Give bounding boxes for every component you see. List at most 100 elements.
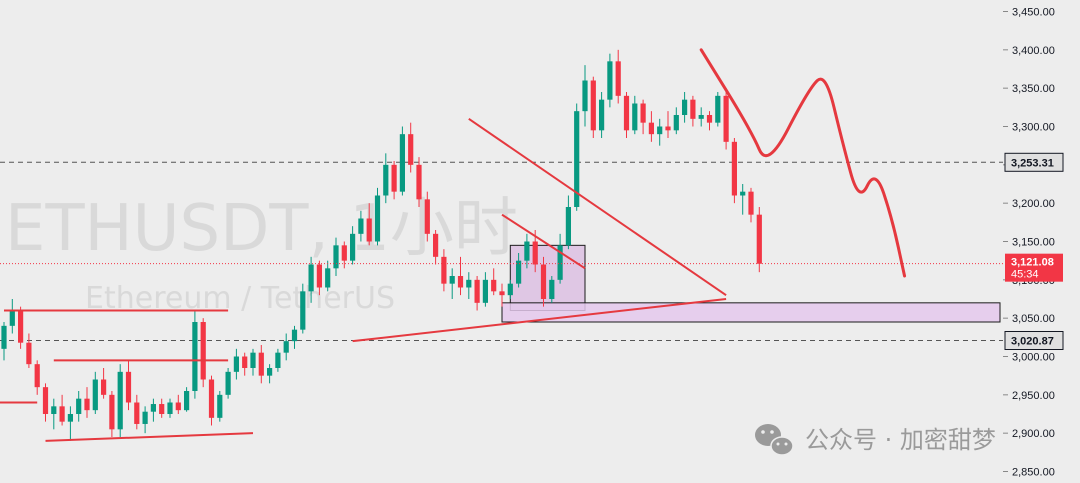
wechat-icon — [755, 424, 794, 456]
candle — [316, 260, 322, 296]
price-axis[interactable]: 2,850.00 2,900.00 2,950.00 3,000.00 3,050.00… — [1003, 0, 1080, 483]
candle — [557, 233, 563, 284]
trend-lines — [0, 118, 727, 442]
y-tick-label: 3,400.00 — [1012, 45, 1055, 57]
candle — [76, 391, 82, 422]
trend-line — [352, 298, 727, 343]
candle — [673, 107, 679, 135]
y-tick-label: 2,950.00 — [1012, 390, 1055, 402]
candle — [690, 95, 696, 127]
candle — [399, 126, 405, 196]
candle — [441, 249, 447, 292]
y-tick-label: 3,150.00 — [1012, 237, 1055, 249]
candle — [424, 191, 430, 242]
candle — [325, 260, 331, 292]
y-tick-label: 2,900.00 — [1012, 428, 1055, 440]
candle — [482, 272, 488, 307]
candle — [184, 387, 190, 412]
candle — [466, 272, 472, 299]
candle — [125, 360, 132, 411]
candle — [540, 256, 547, 307]
candle — [491, 268, 497, 296]
candle — [92, 371, 98, 414]
candle — [308, 256, 314, 303]
candle — [607, 53, 613, 108]
candlestick-series — [1, 49, 762, 441]
candle — [698, 107, 704, 127]
candle — [590, 76, 596, 138]
candle — [632, 95, 638, 135]
candle — [391, 161, 397, 200]
candle — [300, 283, 306, 334]
candle — [175, 394, 181, 414]
candle — [250, 348, 256, 376]
trend-line — [45, 432, 254, 442]
candle — [582, 65, 588, 127]
candle — [715, 92, 721, 127]
y-tick-label: 3,050.00 — [1012, 313, 1055, 325]
candle — [34, 360, 40, 395]
candle — [383, 153, 389, 204]
y-tick-label: 3,000.00 — [1012, 352, 1055, 364]
candle — [101, 368, 107, 399]
projection-path — [699, 48, 907, 278]
candle — [499, 283, 505, 307]
candle — [657, 118, 663, 146]
candle — [217, 391, 223, 422]
y-tick-label: 3,350.00 — [1012, 83, 1055, 95]
candle — [524, 233, 530, 269]
level-badge — [1004, 152, 1064, 172]
candle — [283, 333, 289, 361]
y-tick-label: 2,850.00 — [1012, 467, 1055, 479]
candle — [474, 276, 480, 311]
candle — [408, 122, 414, 173]
candle — [433, 230, 439, 265]
candle — [109, 391, 115, 437]
candle — [457, 256, 464, 296]
candle — [26, 333, 32, 368]
candle — [275, 348, 281, 372]
candle — [740, 184, 746, 215]
candle — [242, 352, 248, 376]
candle — [192, 310, 198, 399]
candle — [142, 406, 148, 434]
candle — [267, 364, 273, 384]
candle — [167, 398, 173, 418]
level-badge — [1004, 330, 1064, 350]
candle — [42, 383, 49, 422]
candle — [358, 210, 364, 242]
zone-box — [509, 244, 586, 311]
candle — [366, 203, 372, 246]
candle — [134, 394, 140, 430]
candle — [51, 398, 57, 430]
brand-name: 公众号 · 加密甜梦 — [805, 426, 996, 454]
candle — [665, 111, 671, 138]
watermark: ETHUSDT, 1小时 Ethereum / TetherUS — [5, 192, 518, 316]
candle — [599, 92, 605, 138]
candle — [67, 406, 73, 441]
candle — [682, 92, 688, 123]
candle — [159, 398, 165, 418]
annotation-zones — [501, 244, 1001, 323]
candle — [208, 375, 215, 426]
candle — [640, 99, 646, 135]
candle — [350, 226, 356, 265]
candle — [516, 253, 522, 288]
candle — [225, 368, 231, 399]
current-price-label: 3,121.08 — [1011, 257, 1054, 269]
candle — [549, 276, 555, 303]
countdown-label: 45:34 — [1011, 269, 1039, 281]
candle — [748, 187, 754, 223]
candle — [615, 49, 621, 104]
trend-line — [468, 118, 727, 296]
candle — [200, 318, 206, 388]
candle — [150, 398, 156, 422]
candle — [258, 345, 264, 384]
candle — [507, 279, 513, 299]
zone-box — [501, 302, 1001, 323]
candle — [59, 394, 65, 426]
candle — [233, 348, 239, 380]
current-price-badge — [1005, 253, 1063, 282]
